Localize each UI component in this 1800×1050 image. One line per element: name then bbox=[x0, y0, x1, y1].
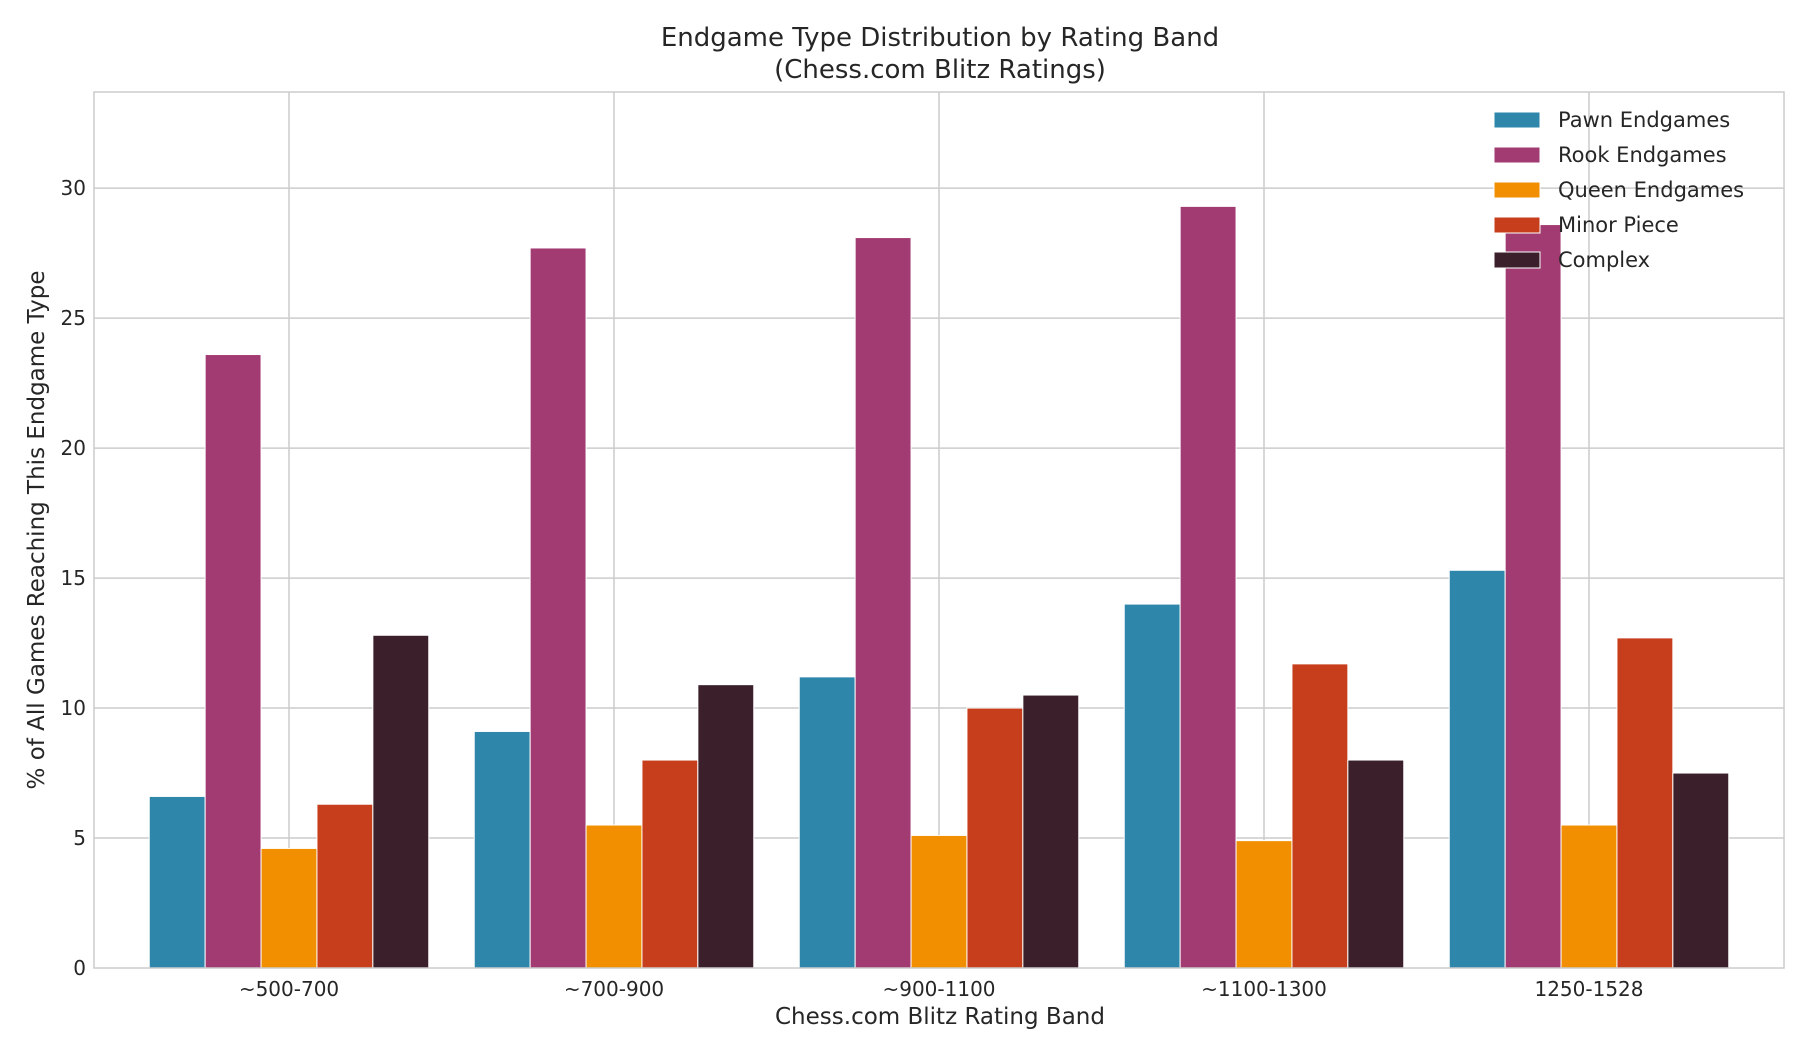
bar-complex bbox=[372, 634, 430, 969]
legend-swatch bbox=[1493, 251, 1541, 269]
legend-label: Complex bbox=[1558, 248, 1650, 272]
bars bbox=[148, 205, 1730, 969]
y-tick-label: 0 bbox=[73, 956, 86, 980]
bar-minor-piece bbox=[966, 707, 1024, 969]
bar-queen-endgames bbox=[910, 834, 968, 969]
bar-queen-endgames bbox=[585, 824, 643, 969]
bar-queen-endgames bbox=[1235, 840, 1293, 969]
x-tick-label: ~900-1100 bbox=[882, 977, 995, 1001]
legend-label: Minor Piece bbox=[1558, 213, 1679, 237]
bar-pawn-endgames bbox=[1448, 569, 1506, 969]
legend-swatch bbox=[1493, 146, 1541, 164]
bar-minor-piece bbox=[316, 803, 374, 969]
legend-label: Queen Endgames bbox=[1558, 178, 1744, 202]
chart-subtitle: (Chess.com Blitz Ratings) bbox=[774, 55, 1106, 85]
y-tick-label: 25 bbox=[61, 306, 86, 330]
legend-label: Rook Endgames bbox=[1558, 143, 1727, 167]
bar-rook-endgames bbox=[1504, 224, 1562, 969]
bar-pawn-endgames bbox=[148, 795, 206, 969]
bar-complex bbox=[1672, 772, 1730, 969]
bar-minor-piece bbox=[641, 759, 699, 969]
legend: Pawn Endgames Rook Endgames Queen Endgames… bbox=[1493, 108, 1744, 272]
bar-complex bbox=[1022, 694, 1080, 969]
bar-rook-endgames bbox=[1179, 205, 1237, 969]
x-tick-label: ~500-700 bbox=[239, 977, 339, 1001]
x-tick-label: ~700-900 bbox=[564, 977, 664, 1001]
legend-label: Pawn Endgames bbox=[1558, 108, 1730, 132]
y-tick-label: 5 bbox=[73, 826, 86, 850]
x-axis-ticks: ~500-700 ~700-900 ~900-1100 ~1100-1300 1250-… bbox=[239, 977, 1644, 1001]
bar-queen-endgames bbox=[1560, 824, 1618, 969]
grid bbox=[94, 92, 1784, 968]
x-tick-label: ~1100-1300 bbox=[1201, 977, 1327, 1001]
y-tick-label: 20 bbox=[61, 436, 86, 460]
bar-pawn-endgames bbox=[1123, 603, 1181, 969]
bar-rook-endgames bbox=[204, 354, 262, 969]
legend-swatch bbox=[1493, 216, 1541, 234]
bar-pawn-endgames bbox=[798, 676, 856, 969]
plot-frame bbox=[93, 91, 1785, 969]
y-axis-ticks: 0 5 10 15 20 25 30 bbox=[61, 176, 86, 980]
bar-minor-piece bbox=[1616, 637, 1674, 969]
bar-minor-piece bbox=[1291, 663, 1349, 969]
y-tick-label: 10 bbox=[61, 696, 86, 720]
bar-queen-endgames bbox=[260, 847, 318, 969]
y-tick-label: 30 bbox=[61, 176, 86, 200]
bar-rook-endgames bbox=[529, 247, 587, 969]
bar-rook-endgames bbox=[854, 237, 912, 969]
legend-swatch bbox=[1493, 111, 1541, 129]
legend-swatch bbox=[1493, 181, 1541, 199]
bar-complex bbox=[1347, 759, 1405, 969]
bar-pawn-endgames bbox=[473, 730, 531, 969]
chart-title: Endgame Type Distribution by Rating Band bbox=[661, 23, 1219, 53]
x-tick-label: 1250-1528 bbox=[1534, 977, 1643, 1001]
y-tick-label: 15 bbox=[61, 566, 86, 590]
x-axis-label: Chess.com Blitz Rating Band bbox=[775, 1004, 1105, 1030]
bar-complex bbox=[697, 684, 755, 969]
y-axis-label: % of All Games Reaching This Endgame Typ… bbox=[24, 271, 50, 790]
